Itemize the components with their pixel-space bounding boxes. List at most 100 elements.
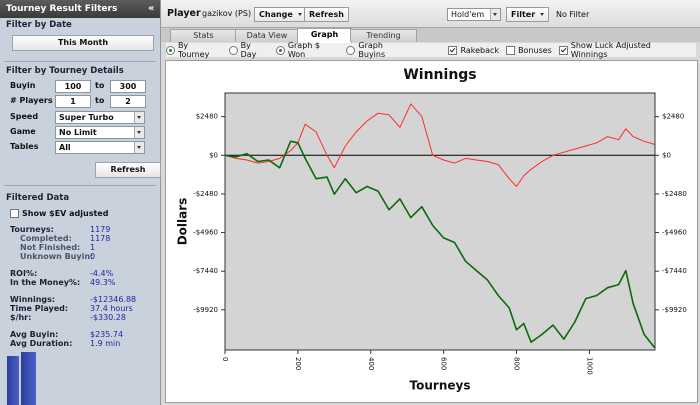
stat-value: -$12346.88	[90, 295, 137, 304]
game-select[interactable]: No Limit	[55, 126, 145, 139]
stat-label: Avg Buyin:	[10, 330, 59, 339]
stat-label: ROI%:	[10, 269, 38, 278]
x-tick-label: 0	[221, 357, 229, 361]
refresh-button[interactable]: Refresh	[95, 162, 161, 178]
tab[interactable]: Trending	[350, 29, 417, 42]
stat-value: -4.4%	[90, 269, 114, 278]
button-label: Change	[259, 10, 293, 19]
buyin-to[interactable]: 300	[110, 80, 146, 93]
checkbox-label: Show Luck Adjusted Winnings	[570, 41, 651, 59]
select-value: No Limit	[59, 128, 97, 137]
checkbox-option[interactable]: Show Luck Adjusted Winnings	[558, 41, 689, 59]
radio-option[interactable]: By Tourney	[166, 41, 222, 59]
stat-label: Avg Duration:	[10, 339, 73, 348]
chart-title: Winnings	[403, 67, 476, 83]
button-label: Filter	[511, 10, 536, 19]
y-tick-label-right: -$2480	[662, 190, 687, 198]
y-tick-label: -$4960	[193, 229, 218, 237]
select-value: Super Turbo	[59, 113, 114, 122]
radio	[166, 45, 175, 55]
radio-label: Graph $ Won	[287, 41, 320, 59]
chart: Winnings Dollars Tourneys $2480 $2480 $0 $0 -$2…	[176, 67, 687, 393]
tables-select[interactable]: All	[55, 141, 145, 154]
date-button[interactable]: This Month	[12, 35, 154, 51]
stat-label: Completed:	[20, 234, 72, 243]
field-label: Game	[10, 127, 36, 136]
stat-value: 1179	[90, 225, 111, 234]
stat-label: Not Finished:	[20, 243, 81, 252]
change-dropdown[interactable]: Change	[254, 7, 307, 22]
speed-select[interactable]: Super Turbo	[55, 111, 145, 124]
stat-label: In the Money%:	[10, 278, 81, 287]
toolbar: Player gazikov (PS) Change Refresh Hold'…	[161, 0, 700, 28]
stat-value: 37.4 hours	[90, 304, 133, 313]
y-tick-label: $2480	[196, 113, 218, 121]
checkbox	[506, 45, 516, 55]
x-tick-label: 400	[367, 357, 375, 370]
field-label: # Players	[10, 96, 53, 105]
x-tick-label: 200	[294, 357, 302, 370]
x-tick-label: 600	[440, 357, 448, 370]
y-tick-label: -$2480	[193, 190, 218, 198]
range-word: to	[95, 81, 105, 90]
section-heading: Filter by Date	[6, 20, 72, 30]
field-label: Speed	[10, 112, 39, 121]
checkbox	[448, 45, 458, 55]
y-tick-label-right: -$7440	[662, 267, 687, 275]
x-tick-label: 1000	[585, 357, 593, 375]
icon-bar	[7, 356, 19, 405]
players-from[interactable]: 1	[55, 95, 91, 108]
stat-value: 0	[90, 252, 96, 261]
tab-bar: Stats Data View Graph Trending	[161, 28, 700, 43]
radio-label: By Tourney	[177, 41, 210, 59]
radio	[346, 45, 356, 55]
separator	[4, 185, 156, 186]
y-tick-label-right: -$4960	[662, 229, 687, 237]
range-word: to	[95, 96, 105, 105]
select-value: All	[59, 143, 71, 152]
stat-value: 1.9 min	[90, 339, 121, 348]
x-tick-label: 800	[513, 357, 521, 370]
stat-value: 1	[90, 243, 96, 252]
buyin-from[interactable]: 100	[55, 80, 91, 93]
radio-label: Graph Buyins	[358, 41, 386, 59]
stat-label: Unknown Buyin:	[20, 252, 94, 261]
separator	[4, 61, 156, 62]
filter-sidebar: Tourney Result Filters « Filter by Date …	[0, 0, 161, 405]
game-select[interactable]: Hold'em	[447, 8, 501, 21]
y-tick-label: -$9920	[193, 306, 218, 314]
ev-checkbox[interactable]: Show $EV adjusted	[10, 209, 108, 218]
field-label: Tables	[10, 142, 39, 151]
y-tick-label-right: -$9920	[662, 306, 687, 314]
checkbox-option[interactable]: Bonuses	[506, 45, 552, 55]
radio-label: By Day	[240, 41, 257, 59]
series-line	[224, 140, 656, 349]
radio-option[interactable]: By Day	[228, 41, 269, 59]
refresh-button[interactable]: Refresh	[304, 7, 349, 22]
radio	[275, 45, 285, 55]
section-heading: Filtered Data	[6, 193, 70, 203]
y-tick-label-right: $0	[662, 151, 671, 159]
radio-option[interactable]: Graph Buyins	[346, 41, 411, 59]
players-to[interactable]: 2	[110, 95, 146, 108]
filter-status: No Filter	[556, 10, 590, 19]
y-tick-label: -$7440	[193, 267, 218, 275]
checkbox-option[interactable]: Rakeback	[448, 45, 499, 55]
stat-value: $235.74	[90, 330, 124, 339]
checkbox-label: Show $EV adjusted	[22, 209, 109, 218]
radio-option[interactable]: Graph $ Won	[275, 41, 340, 59]
radio	[228, 45, 238, 55]
filter-dropdown[interactable]: Filter	[506, 7, 550, 22]
graph-options: By Tourney By Day Graph $ Won Graph Buyins R…	[166, 41, 696, 59]
icon-bar	[21, 352, 36, 405]
section-heading: Filter by Tourney Details	[6, 66, 124, 76]
field-label: Buyin	[10, 81, 36, 90]
x-axis-label: Tourneys	[410, 379, 471, 393]
plot-area	[224, 92, 656, 351]
collapse-button[interactable]: «	[148, 3, 155, 14]
y-axis-label: Dollars	[176, 198, 190, 246]
stat-value: 49.3%	[90, 278, 116, 287]
y-tick-label-right: $2480	[662, 113, 684, 121]
sidebar-title: Tourney Result Filters	[0, 0, 160, 18]
